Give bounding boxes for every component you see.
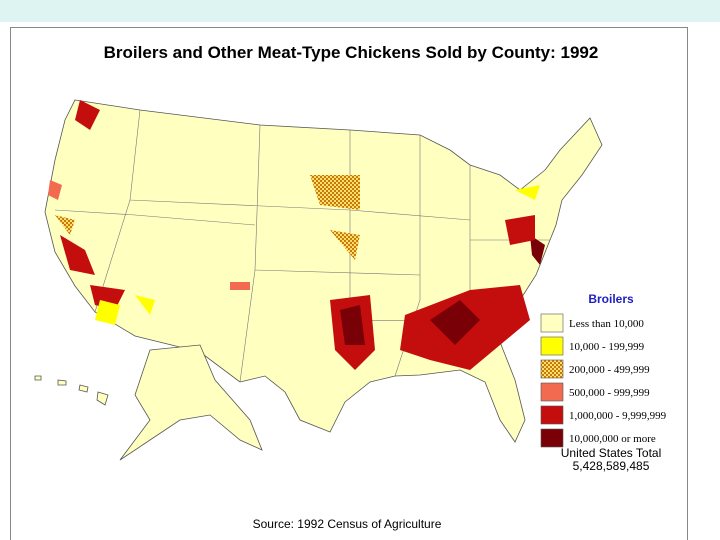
total-value: 5,428,589,485 [573, 459, 650, 473]
legend-swatch [540, 359, 564, 379]
contiguous-us [44, 99, 603, 443]
total-label: United States Total [561, 446, 662, 460]
legend-swatch [540, 428, 564, 448]
legend-label: 500,000 - 999,999 [569, 387, 650, 399]
legend-title: Broilers [588, 292, 634, 306]
legend-swatch [540, 336, 564, 356]
legend-swatch [540, 382, 564, 402]
hawaii [34, 375, 109, 406]
legend-label: 10,000 - 199,999 [569, 341, 645, 353]
legend-label: 10,000,000 or more [569, 433, 656, 445]
county-shading [48, 100, 545, 370]
legend-label: 200,000 - 499,999 [569, 364, 650, 376]
us-map [34, 99, 603, 461]
map-title: Broilers and Other Meat-Type Chickens So… [104, 43, 599, 62]
legend-swatch [540, 405, 564, 425]
top-bar [0, 0, 720, 22]
legend-label: Less than 10,000 [569, 318, 644, 330]
map-frame [10, 27, 688, 540]
alaska [119, 344, 263, 461]
legend-swatch [540, 313, 564, 333]
source-note: Source: 1992 Census of Agriculture [253, 517, 442, 531]
legend: Less than 10,000 10,000 - 199,999 200,000 … [540, 313, 667, 448]
legend-label: 1,000,000 - 9,999,999 [569, 410, 667, 422]
